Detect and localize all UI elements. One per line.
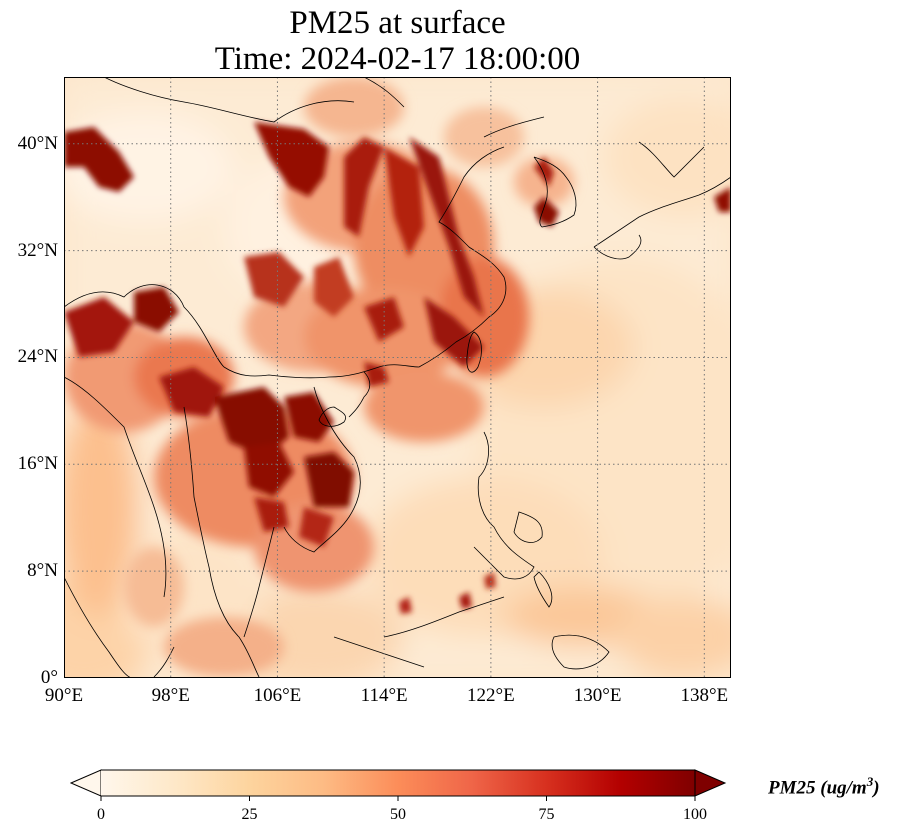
latitude-tick-label: 24°N [17,346,58,368]
latitude-tick-label: 16°N [17,453,58,475]
longitude-tick-label: 130°E [573,685,622,706]
colorbar-tick-label: 100 [683,806,707,823]
gridlines [64,77,731,678]
longitude-tick-label: 98°E [151,685,190,706]
colorbar [70,769,727,801]
longitude-tick-label: 90°E [44,685,84,706]
colorbar-tick-label: 0 [97,806,105,823]
latitude-tick-label: 8°N [27,560,58,582]
colorbar-extend-max [694,769,727,797]
map-svg [64,77,731,678]
coastlines [64,77,731,678]
map-subtitle-time: Time: 2024-02-17 18:00:00 [214,41,581,77]
latitude-tick-label: 32°N [17,239,58,261]
longitude-tick-label: 114°E [360,685,408,706]
colorbar-title: PM25 (ug/m3) [768,774,880,799]
map-panel [64,77,731,678]
colorbar-tick-label: 50 [390,806,406,823]
latitude-tick-label: 40°N [17,132,58,154]
latitude-tick-label: 0° [40,667,58,688]
longitude-tick-label: 122°E [467,685,515,706]
colorbar-ticks [100,796,696,801]
longitude-tick-label: 106°E [253,685,302,706]
colorbar-tick-label: 25 [241,806,258,823]
colorbar-tick-label: 75 [538,806,555,823]
map-border [64,77,731,678]
colorbar-extend-min [70,769,102,797]
colorbar-gradient [101,770,695,796]
longitude-tick-label: 138°E [680,685,729,706]
map-title: PM25 at surface [289,5,506,41]
